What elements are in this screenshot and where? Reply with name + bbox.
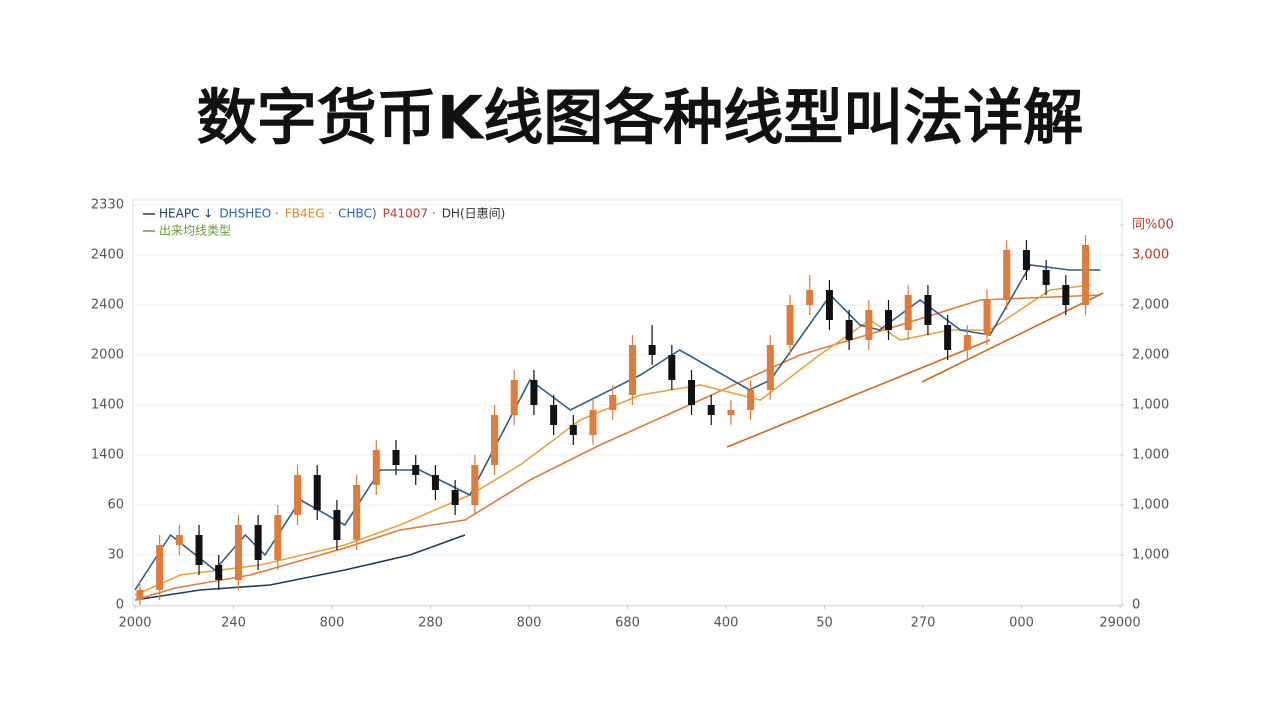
candle-body (333, 510, 341, 540)
line-series (921, 292, 1104, 383)
candle-body (313, 475, 321, 510)
line-series (134, 284, 1091, 596)
y2-tick-label: 2,000 (1132, 348, 1169, 363)
x-tick-label: 240 (221, 616, 246, 631)
candle-body (569, 425, 577, 435)
legend-label: FB4EG · (285, 207, 332, 221)
candle-body (983, 300, 991, 335)
candle-body (747, 390, 755, 410)
candle-body (1062, 285, 1070, 305)
legend-label: P41007 · (383, 207, 436, 221)
candle-body (766, 345, 774, 390)
candle-body (491, 415, 499, 465)
candle-body (628, 345, 636, 395)
y-tick-label: 1400 (91, 448, 124, 463)
legend-label: 出来均线类型 (159, 224, 231, 238)
candle-body (451, 490, 459, 505)
y-tick-label: 60 (107, 498, 124, 513)
candle-body (1022, 250, 1030, 270)
candle-body (274, 515, 282, 560)
candle-body (727, 410, 735, 415)
y-tick-label: 2400 (91, 298, 124, 313)
candle-body (806, 290, 814, 305)
x-tick-label: 2000 (118, 616, 151, 631)
candle-body (215, 565, 223, 580)
candle-body (550, 405, 558, 425)
x-tick-label: 29000 (1099, 616, 1140, 631)
y2-tick-label: 1,000 (1132, 548, 1169, 563)
candle-body (353, 485, 361, 540)
candle-body (1003, 250, 1011, 300)
y-tick-label: 1400 (91, 398, 124, 413)
line-series (726, 339, 991, 448)
candle-body (845, 320, 853, 340)
legend-label: DH(日惠间) (442, 207, 506, 221)
candle-body (510, 380, 518, 415)
y2-tick-label: 1,000 (1132, 448, 1169, 463)
candle-body (294, 475, 302, 515)
legend-label: DHSHEO · (219, 207, 279, 221)
line-series (134, 534, 466, 601)
x-tick-label: 800 (320, 616, 345, 631)
candle-body (944, 325, 952, 350)
x-tick-label: 280 (418, 616, 443, 631)
y2-tick-label: 同%00 (1132, 218, 1174, 233)
candle-body (885, 310, 893, 330)
x-tick-label: 50 (816, 616, 833, 631)
legend-label: CHBC) (338, 207, 376, 221)
legend-label: HEAPC ↓ (159, 207, 213, 221)
candle-body (865, 310, 873, 340)
candle-body (412, 465, 420, 475)
candle-body (609, 395, 617, 410)
candle-body (668, 355, 676, 380)
candle-body (648, 345, 656, 355)
y2-tick-label: 3,000 (1132, 248, 1169, 263)
x-tick-label: 270 (911, 616, 936, 631)
y-tick-label: 2330 (91, 198, 124, 213)
x-tick-label: 400 (714, 616, 739, 631)
y-tick-label: 30 (107, 548, 124, 563)
candle-body (707, 405, 715, 415)
candle-body (963, 335, 971, 350)
y-tick-label: 2400 (91, 248, 124, 263)
candle-body (825, 290, 833, 320)
plot-frame (132, 199, 1123, 607)
candle-body (136, 590, 144, 600)
y2-tick-label: 0 (1132, 598, 1140, 613)
candle-body (234, 525, 242, 580)
candle-body (1082, 245, 1090, 305)
line-series (134, 264, 1101, 591)
candle-body (254, 525, 262, 560)
y-tick-label: 2000 (91, 348, 124, 363)
line-series (134, 294, 1101, 601)
candle-body (471, 465, 479, 505)
candle-body (431, 475, 439, 490)
candle-body (589, 410, 597, 435)
y2-tick-label: 1,000 (1132, 498, 1169, 513)
y2-tick-label: 1,000 (1132, 398, 1169, 413)
y2-tick-label: 2,000 (1132, 298, 1169, 313)
candle-body (688, 380, 696, 405)
candle-body (786, 305, 794, 345)
candle-body (175, 535, 183, 545)
candle-body (530, 380, 538, 405)
x-tick-label: 680 (615, 616, 640, 631)
x-tick-label: 000 (1009, 616, 1034, 631)
candle-body (1042, 270, 1050, 285)
y-tick-label: 0 (116, 598, 124, 613)
chart-title: 数字货币K线图各种线型叫法详解 (197, 84, 1084, 154)
candle-body (904, 295, 912, 330)
x-tick-label: 800 (517, 616, 542, 631)
candle-body (924, 295, 932, 325)
candle-body (195, 535, 203, 565)
candle-body (372, 450, 380, 485)
candle-body (392, 450, 400, 465)
candle-body (156, 545, 164, 590)
